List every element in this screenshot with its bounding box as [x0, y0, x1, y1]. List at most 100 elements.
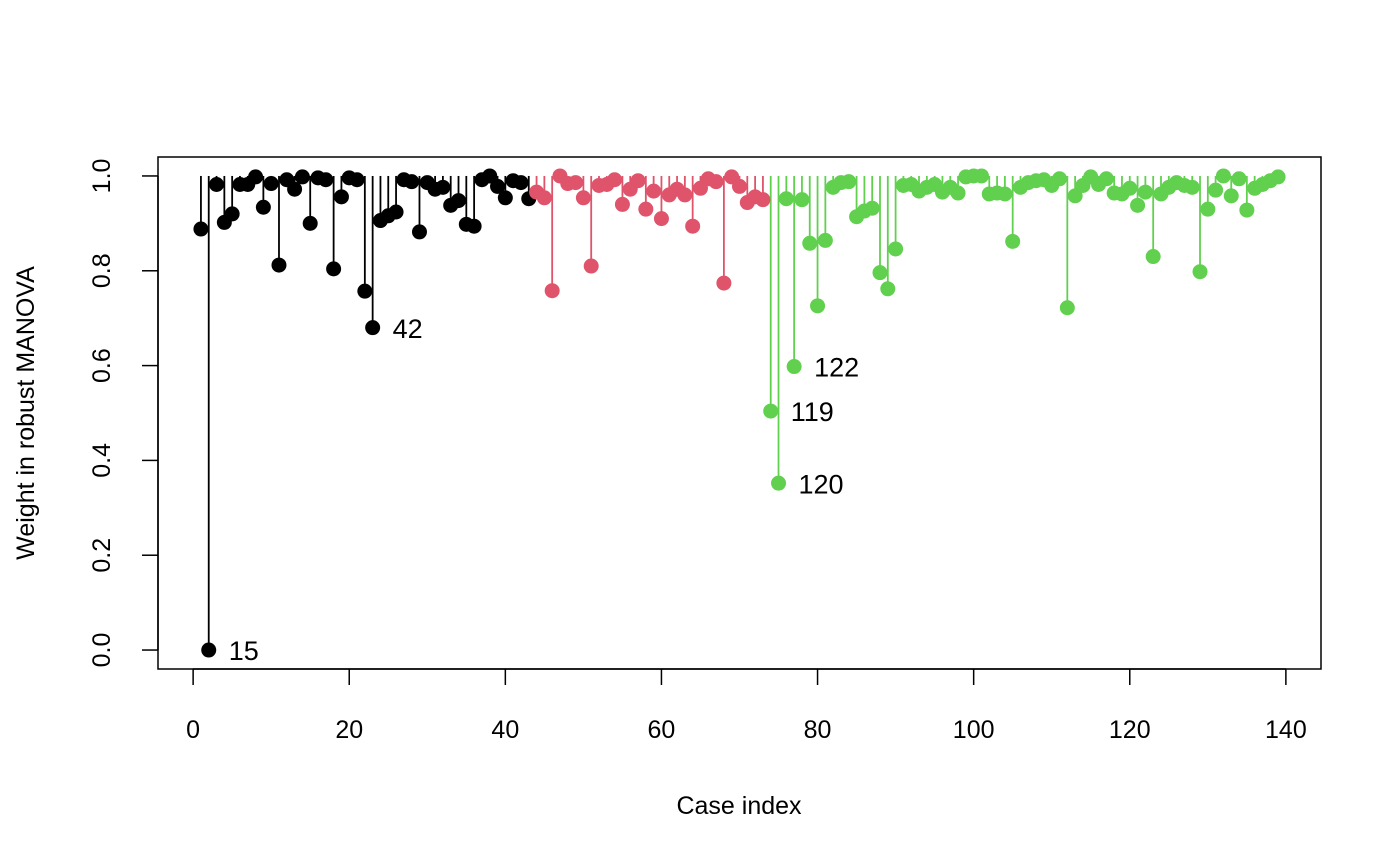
data-point	[997, 186, 1012, 201]
data-point	[1239, 203, 1254, 218]
data-point	[1208, 183, 1223, 198]
data-point	[334, 189, 349, 204]
data-point	[631, 173, 646, 188]
data-point	[779, 191, 794, 206]
data-point	[318, 172, 333, 187]
data-point	[1271, 169, 1286, 184]
y-axis: 0.0 0.2 0.4 0.6 0.8 1.0	[88, 159, 158, 668]
data-point	[326, 261, 341, 276]
data-point	[615, 197, 630, 212]
data-points	[193, 168, 1285, 657]
x-tick-label: 20	[335, 716, 363, 744]
y-tick-label: 0.8	[88, 253, 116, 288]
point-label: 122	[814, 353, 859, 383]
plot-frame	[158, 157, 1321, 669]
x-axis: 0 20 40 60 80 100 120 140	[186, 669, 1307, 744]
data-point	[709, 174, 724, 189]
data-point	[287, 182, 302, 197]
data-point	[1200, 202, 1215, 217]
x-tick-label: 40	[491, 716, 519, 744]
data-point	[638, 202, 653, 217]
data-point	[763, 404, 778, 419]
data-point	[951, 186, 966, 201]
data-point	[295, 169, 310, 184]
x-tick-label: 140	[1265, 716, 1307, 744]
data-point	[350, 172, 365, 187]
y-tick-label: 0.2	[88, 538, 116, 573]
data-point	[256, 200, 271, 215]
x-tick-label: 120	[1109, 716, 1151, 744]
data-point	[264, 176, 279, 191]
x-tick-label: 100	[953, 716, 995, 744]
data-point	[513, 175, 528, 190]
point-labels: 15 42 122 119 120	[229, 314, 859, 666]
data-point	[545, 283, 560, 298]
data-point	[685, 219, 700, 234]
point-label: 120	[799, 469, 844, 499]
data-point	[654, 211, 669, 226]
data-point	[794, 192, 809, 207]
data-point	[357, 284, 372, 299]
point-label: 15	[229, 636, 259, 666]
data-point	[1130, 198, 1145, 213]
data-point	[498, 190, 513, 205]
data-point	[888, 241, 903, 256]
y-tick-label: 0.0	[88, 633, 116, 668]
y-tick-label: 0.6	[88, 348, 116, 383]
data-point	[1138, 185, 1153, 200]
needle-lines	[201, 176, 1278, 650]
y-tick-label: 1.0	[88, 159, 116, 194]
data-point	[1060, 300, 1075, 315]
data-point	[451, 193, 466, 208]
data-point	[209, 177, 224, 192]
data-point	[1232, 171, 1247, 186]
data-point	[1193, 264, 1208, 279]
data-point	[584, 259, 599, 274]
data-point	[787, 359, 802, 374]
data-point	[771, 476, 786, 491]
data-point	[201, 643, 216, 658]
data-point	[389, 204, 404, 219]
data-point	[974, 168, 989, 183]
y-axis-title: Weight in robust MANOVA	[12, 266, 40, 560]
data-point	[818, 233, 833, 248]
data-point	[248, 169, 263, 184]
data-point	[1099, 171, 1114, 186]
data-point	[607, 172, 622, 187]
data-point	[841, 174, 856, 189]
point-label: 119	[791, 397, 834, 427]
data-point	[755, 192, 770, 207]
x-tick-label: 60	[648, 716, 676, 744]
data-point	[271, 258, 286, 273]
data-point	[225, 206, 240, 221]
data-point	[435, 180, 450, 195]
data-point	[677, 187, 692, 202]
data-point	[1185, 180, 1200, 195]
x-axis-title: Case index	[676, 792, 802, 820]
data-point	[303, 216, 318, 231]
data-point	[880, 281, 895, 296]
data-point	[1052, 171, 1067, 186]
x-tick-label: 80	[804, 716, 832, 744]
data-point	[1122, 181, 1137, 196]
data-point	[865, 201, 880, 216]
y-tick-label: 0.4	[88, 443, 116, 478]
point-label: 42	[393, 314, 423, 344]
data-point	[716, 276, 731, 291]
data-point	[1005, 234, 1020, 249]
data-point	[1224, 188, 1239, 203]
data-point	[732, 179, 747, 194]
data-point	[1216, 168, 1231, 183]
data-point	[404, 174, 419, 189]
data-point	[872, 265, 887, 280]
data-point	[412, 224, 427, 239]
x-tick-label: 0	[186, 716, 200, 744]
data-point	[193, 222, 208, 237]
data-point	[810, 298, 825, 313]
data-point	[467, 219, 482, 234]
data-point	[576, 190, 591, 205]
data-point	[646, 184, 661, 199]
data-point	[365, 320, 380, 335]
data-point	[537, 190, 552, 205]
